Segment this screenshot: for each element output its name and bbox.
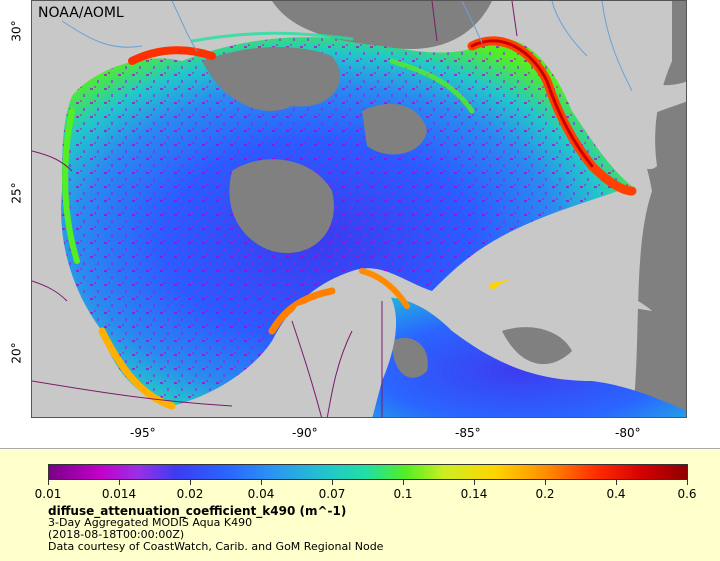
colorbar-tick: 0.4	[606, 487, 626, 501]
boundaries	[32, 1, 518, 417]
colorbar-tick: 0.2	[535, 487, 555, 501]
colorbar-tick: 0.02	[176, 487, 204, 501]
date-label: (2018-08-18T00:00:00Z)	[48, 528, 185, 541]
colorbar-tick: 0.014	[101, 487, 137, 501]
map-panel[interactable]: NOAA/AOML	[31, 0, 687, 418]
rivers	[61, 1, 633, 92]
land-masses	[262, 1, 672, 417]
colorbar-tick: 0.04	[247, 487, 275, 501]
colorbar-tick: 0.01	[34, 487, 62, 501]
map-canvas	[32, 1, 686, 417]
variable-name: diffuse_attenuation_coefficient_k490 (m^…	[48, 504, 347, 518]
lon-label-80: -80°	[615, 426, 641, 440]
lon-label-90: -90°	[292, 426, 318, 440]
colorbar-tick: 0.6	[677, 487, 697, 501]
lat-label-30: 30°	[9, 20, 24, 42]
product-description: 3-Day Aggregated MODIS Aqua K490	[48, 516, 253, 529]
colorbar	[48, 464, 688, 480]
colorbar-tick: 0.07	[318, 487, 346, 501]
lon-label-85: -85°	[455, 426, 481, 440]
colorbar-tick: 0.1	[393, 487, 413, 501]
lon-label-95: -95°	[130, 426, 156, 440]
legend-panel: 0.01 0.014 0.02 0.04 0.07 0.1 0.14 0.2 0…	[0, 448, 720, 561]
credit-label: NOAA/AOML	[38, 5, 124, 21]
courtesy-label: Data courtesy of CoastWatch, Carib. and …	[48, 540, 384, 553]
lat-label-25: 25°	[9, 182, 24, 204]
lat-label-20: 20°	[9, 342, 24, 364]
colorbar-tick: 0.14	[460, 487, 488, 501]
